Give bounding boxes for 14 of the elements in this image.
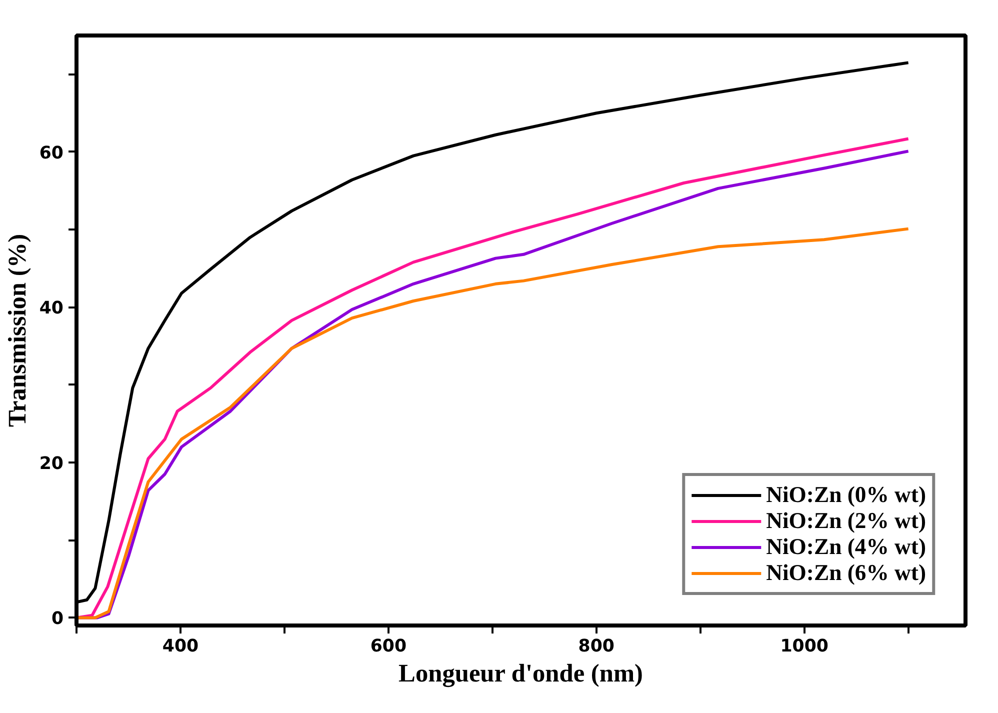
x-tick-label: 800 <box>578 636 614 656</box>
legend-label: NiO:Zn (2% wt) <box>766 508 926 534</box>
x-tick-label: 1000 <box>780 636 828 656</box>
y-axis-title: Transmission (%) <box>3 234 32 428</box>
x-tick-label: 600 <box>370 636 407 656</box>
x-tick-label: 400 <box>162 636 199 656</box>
x-axis-title: Longueur d'onde (nm) <box>398 660 643 688</box>
y-tick-label: 0 <box>51 609 64 630</box>
y-tick-label: 60 <box>39 143 64 164</box>
legend-label: NiO:Zn (0% wt) <box>766 482 926 508</box>
y-tick-label: 40 <box>39 298 64 319</box>
legend-label: NiO:Zn (4% wt) <box>766 534 926 560</box>
y-tick-label: 20 <box>39 454 64 474</box>
legend-label: NiO:Zn (6% wt) <box>766 560 926 586</box>
